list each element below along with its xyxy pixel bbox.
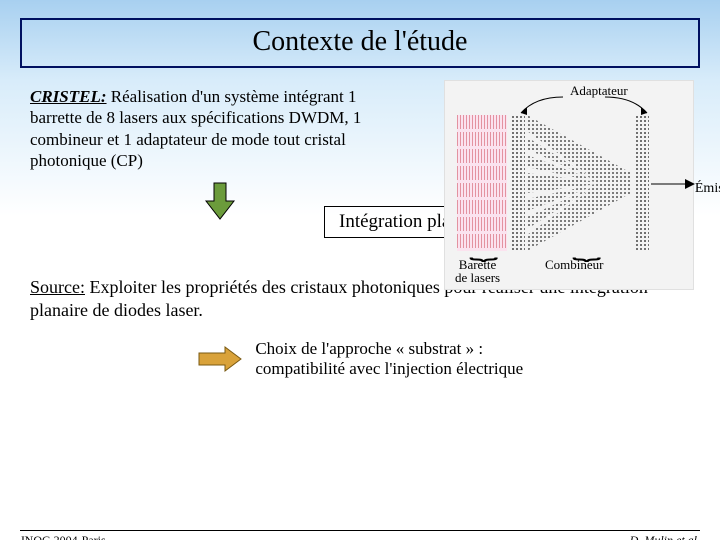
choice-text: Choix de l'approche « substrat » : compa… [255,339,523,380]
emission-arrow-icon [651,177,695,191]
title-box: Contexte de l'étude [20,18,700,68]
footer: JNOG 2004-Paris D. Mulin et al. [20,530,700,540]
page-title: Contexte de l'étude [22,26,698,58]
cristel-label: CRISTEL: [30,87,107,106]
footer-left: JNOG 2004-Paris [20,533,106,540]
barette-label: Barette de lasers [455,258,500,285]
arrow-down-icon [200,181,240,221]
choice-row: Choix de l'approche « substrat » : compa… [30,339,690,380]
arrow-right-icon [197,345,243,373]
main-content: CRISTEL: Réalisation d'un système intégr… [0,86,720,238]
diagram: Adaptateur Émission [444,80,694,290]
description: CRISTEL: Réalisation d'un système intégr… [30,86,410,171]
emission-label: Émission [695,181,720,197]
laser-rows [457,115,507,251]
footer-right: D. Mulin et al. [630,533,700,540]
adapter-block-2 [635,115,649,251]
source-label: Source: [30,277,85,297]
combiner-wedges [527,115,631,251]
combineur-label: Combineur [545,257,604,273]
adapter-block-1 [511,115,525,251]
source-block: Source: Exploiter les propriétés des cri… [30,276,690,380]
